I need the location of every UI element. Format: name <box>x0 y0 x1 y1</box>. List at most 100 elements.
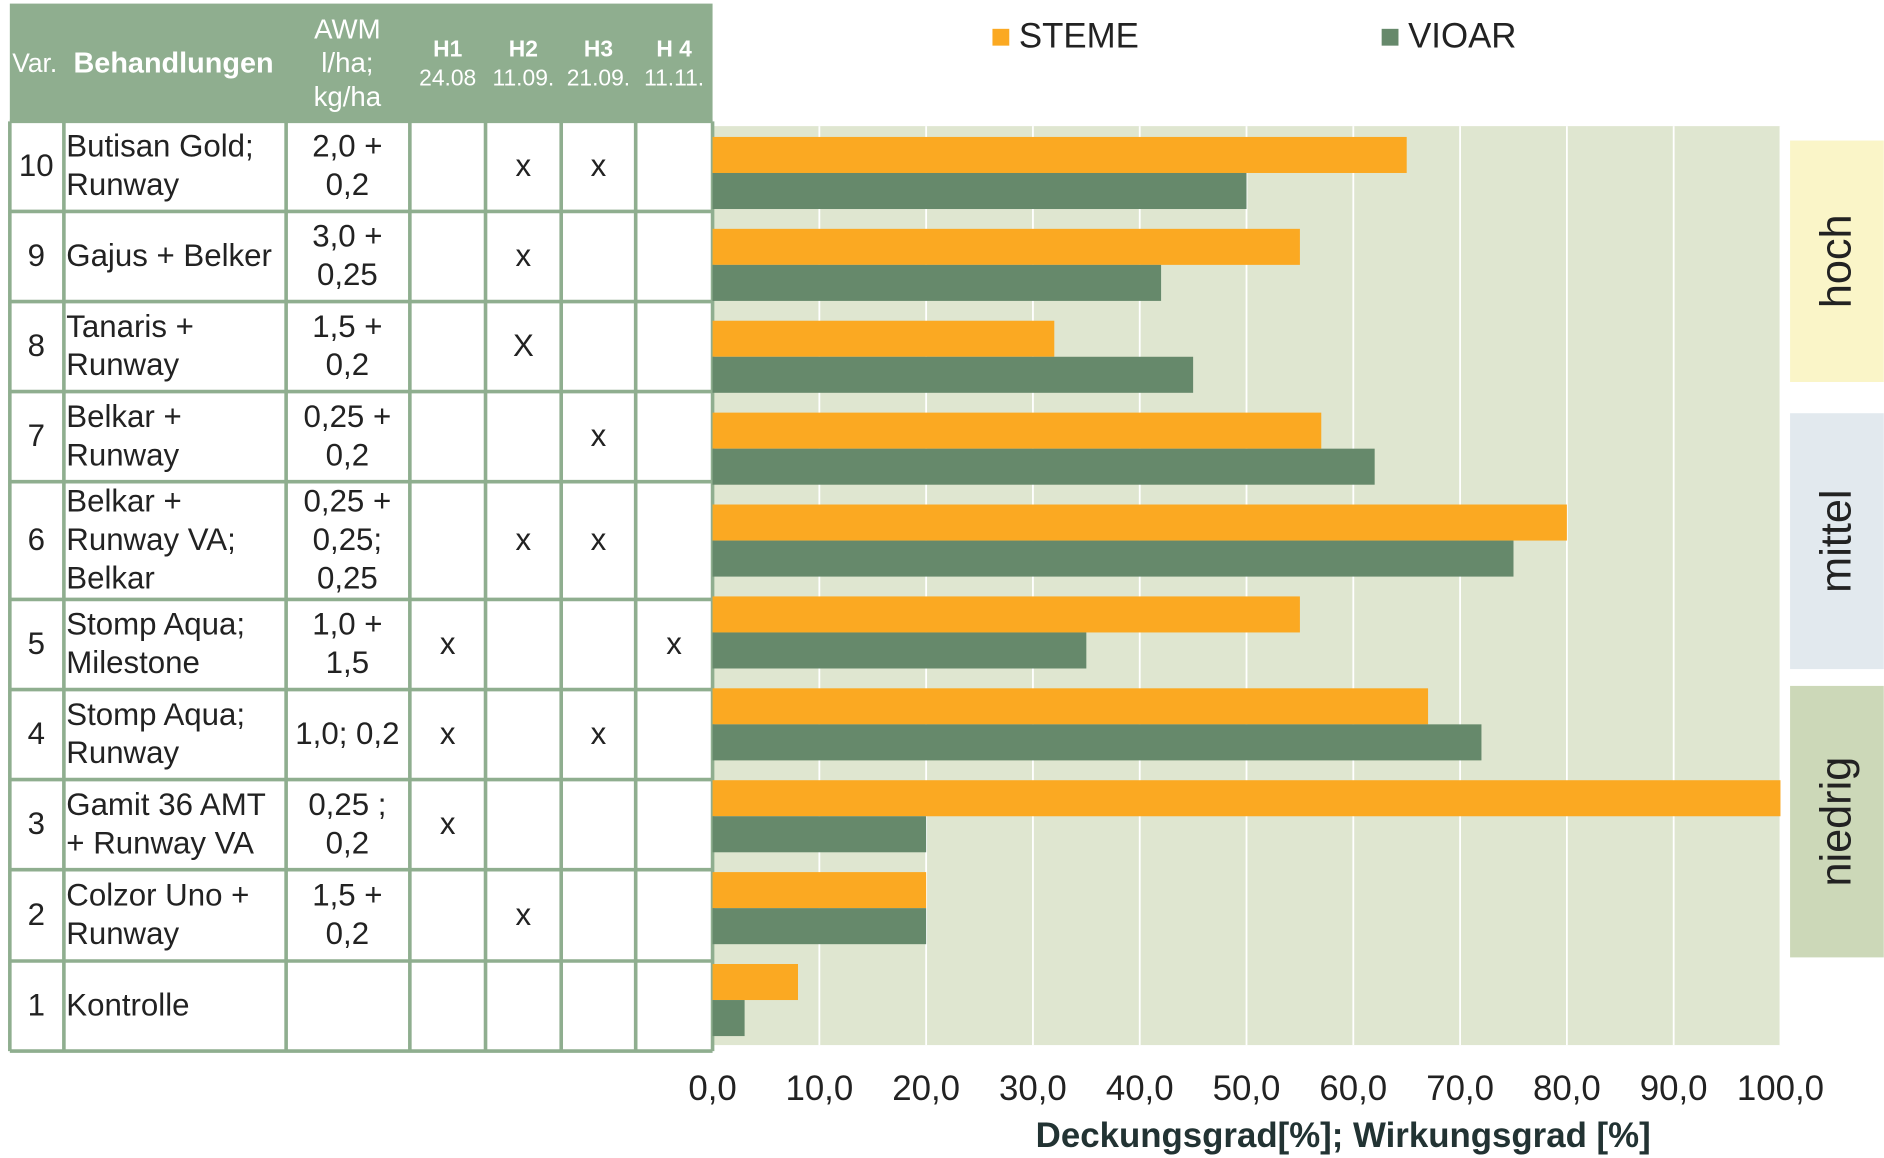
x-tick-label: 100,0 <box>1737 1069 1824 1108</box>
row-treatment: Stomp Aqua; <box>66 607 245 642</box>
x-tick-label: 20,0 <box>892 1069 960 1108</box>
header-h: H3 <box>584 35 613 61</box>
row-treatment: Runway <box>66 735 179 770</box>
legend-label: VIOAR <box>1408 17 1516 56</box>
row-mark: x <box>516 148 532 183</box>
row-mark: x <box>591 716 607 751</box>
x-tick-label: 60,0 <box>1319 1069 1387 1108</box>
bar <box>712 724 1482 761</box>
header-awm: l/ha; <box>321 47 373 78</box>
header-treatment: Behandlungen <box>73 47 273 79</box>
legend-swatch <box>992 28 1010 46</box>
bar <box>712 688 1429 725</box>
row-treatment: Gamit 36 AMT <box>66 787 266 822</box>
bar <box>712 632 1087 669</box>
row-mark: x <box>591 148 607 183</box>
row-mark: x <box>591 522 607 557</box>
bar <box>712 908 927 945</box>
bar <box>712 172 1247 210</box>
row-awm: 1,5 + <box>312 309 382 344</box>
row-awm: 0,25 ; <box>308 787 386 822</box>
bar <box>712 448 1375 485</box>
table-header-bg <box>9 3 713 122</box>
row-treatment: Runway <box>66 916 179 951</box>
row-awm: 0,2 <box>326 825 369 860</box>
row-var: 1 <box>28 987 45 1022</box>
x-tick-label: 80,0 <box>1533 1069 1601 1108</box>
row-awm: 0,25 + <box>304 399 392 434</box>
row-var: 8 <box>28 328 45 363</box>
bar <box>712 816 927 853</box>
row-mark: X <box>513 328 534 363</box>
row-treatment: Belkar + <box>66 484 181 519</box>
x-tick-label: 90,0 <box>1640 1069 1708 1108</box>
row-awm: 1,5 + <box>312 878 382 913</box>
row-treatment: Tanaris + <box>66 309 194 344</box>
row-awm: 1,5 <box>326 645 369 680</box>
row-treatment: Runway <box>66 437 179 472</box>
header-date: 11.09. <box>492 64 554 90</box>
bar <box>712 1000 745 1037</box>
row-treatment: Stomp Aqua; <box>66 697 245 732</box>
row-mark: x <box>666 626 682 661</box>
row-awm: 0,2 <box>326 437 369 472</box>
header-awm: kg/ha <box>314 81 382 112</box>
bar <box>712 320 1055 357</box>
row-mark: x <box>591 418 607 453</box>
row-var: 5 <box>28 626 45 661</box>
x-tick-label: 0,0 <box>688 1069 736 1108</box>
header-date: 24.08 <box>419 64 476 90</box>
header-h: H2 <box>509 35 538 61</box>
row-awm: 0,25 <box>317 257 378 292</box>
x-tick-label: 40,0 <box>1106 1069 1174 1108</box>
band <box>1790 413 1884 670</box>
row-var: 6 <box>28 522 45 557</box>
row-mark: x <box>440 716 456 751</box>
bar <box>712 872 927 909</box>
row-awm: 0,2 <box>326 347 369 382</box>
x-axis-title: Deckungsgrad[%]; Wirkungsgrad [%] <box>1036 1116 1651 1155</box>
header-date: 21.09. <box>567 64 630 90</box>
x-tick-label: 30,0 <box>999 1069 1067 1108</box>
x-tick-label: 50,0 <box>1213 1069 1281 1108</box>
row-treatment: Runway <box>66 347 179 382</box>
row-treatment: Gajus + Belker <box>66 238 272 273</box>
bar <box>712 780 1781 817</box>
row-var: 2 <box>28 897 45 932</box>
header-var: Var. <box>12 48 57 78</box>
band-label: hoch <box>1813 214 1861 308</box>
band-label: mittel <box>1813 490 1861 593</box>
row-treatment: Milestone <box>66 645 200 680</box>
row-mark: x <box>440 626 456 661</box>
row-awm: 2,0 + <box>312 129 382 164</box>
bar <box>712 504 1567 541</box>
header-h: H1 <box>433 35 462 61</box>
row-treatment: Belkar <box>66 560 155 595</box>
bar <box>712 356 1194 393</box>
bar <box>712 596 1300 633</box>
header-awm: AWM <box>314 14 380 45</box>
bar <box>712 412 1322 449</box>
row-var: 3 <box>28 806 45 841</box>
bar <box>712 540 1514 577</box>
row-awm: 1,0; 0,2 <box>295 716 399 751</box>
row-awm: 3,0 + <box>312 219 382 254</box>
row-awm: 0,2 <box>326 916 369 951</box>
x-tick-label: 70,0 <box>1426 1069 1494 1108</box>
bar <box>712 228 1300 265</box>
row-treatment: Colzor Uno + <box>66 878 249 913</box>
legend-swatch <box>1381 28 1399 46</box>
row-mark: x <box>516 897 532 932</box>
row-treatment: Kontrolle <box>66 987 189 1022</box>
row-treatment: + Runway VA <box>66 825 254 860</box>
row-var: 7 <box>28 418 45 453</box>
row-mark: x <box>516 238 532 273</box>
row-treatment: Runway <box>66 167 179 202</box>
row-awm: 0,25; <box>313 522 382 557</box>
row-awm: 1,0 + <box>312 607 382 642</box>
bar <box>712 136 1407 173</box>
row-treatment: Butisan Gold; <box>66 129 253 164</box>
row-mark: x <box>440 806 456 841</box>
band <box>1790 685 1884 958</box>
